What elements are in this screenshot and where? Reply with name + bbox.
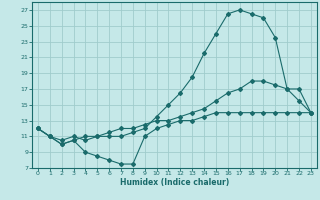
X-axis label: Humidex (Indice chaleur): Humidex (Indice chaleur) <box>120 178 229 187</box>
